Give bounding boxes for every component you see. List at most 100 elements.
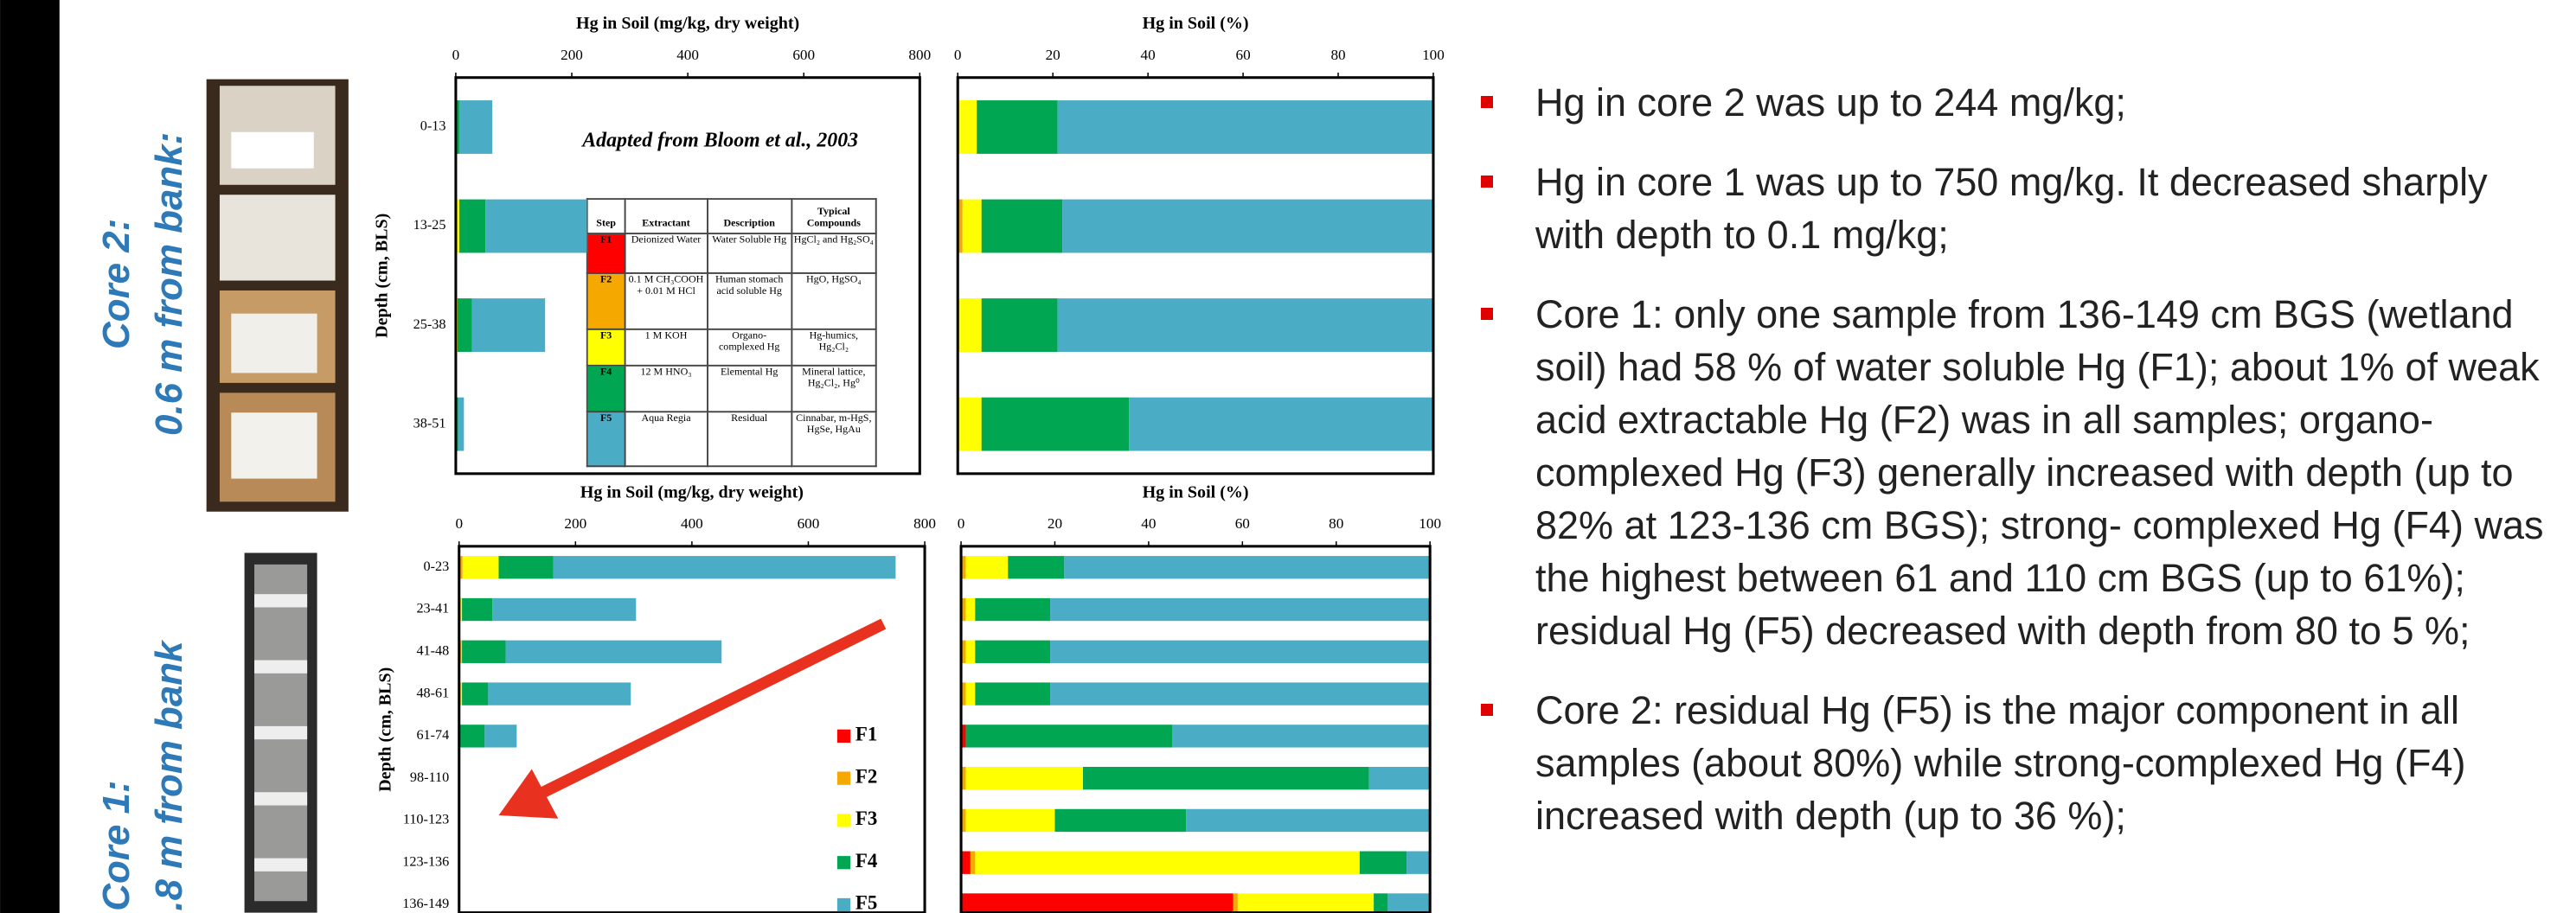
legend-label: F4 bbox=[855, 850, 878, 872]
bar-segment bbox=[506, 641, 722, 663]
bar-segment bbox=[459, 100, 492, 154]
table-row: F412 M HNO₃Elemental HgMineral lattice, … bbox=[587, 366, 876, 412]
chart-title: Hg in Soil (mg/kg, dry weight) bbox=[580, 482, 804, 501]
legend-swatch bbox=[837, 898, 850, 911]
bar-segment bbox=[961, 852, 971, 874]
bar-segment bbox=[1058, 298, 1433, 352]
x-tick-label: 0 bbox=[954, 47, 962, 63]
bar-segment bbox=[965, 725, 1172, 747]
x-tick-label: 80 bbox=[1330, 47, 1345, 63]
table-cell: Residual bbox=[707, 412, 791, 466]
bullet-list: Hg in core 2 was up to 244 mg/kg; Hg in c… bbox=[1481, 76, 2554, 869]
category-label: 41-48 bbox=[416, 643, 449, 659]
bar-segment bbox=[472, 298, 545, 352]
category-label: 0-13 bbox=[420, 118, 446, 134]
table-row: F31 M KOHOrgano-complexed HgHg-humics, H… bbox=[587, 329, 876, 366]
category-label: 123-136 bbox=[402, 853, 449, 869]
bar-segment bbox=[1407, 852, 1430, 874]
bar-segment bbox=[1064, 556, 1430, 578]
bar-segment bbox=[982, 398, 1129, 451]
legend-swatch bbox=[837, 730, 850, 743]
table-cell: Hg-humics, Hg₂Cl₂ bbox=[791, 329, 876, 366]
x-tick-label: 100 bbox=[1419, 515, 1441, 532]
bullet: Hg in core 1 was up to 750 mg/kg. It dec… bbox=[1481, 156, 2554, 261]
bar-segment bbox=[498, 556, 553, 578]
bar-segment bbox=[975, 641, 1050, 663]
bar-segment bbox=[965, 767, 1083, 789]
bullet: Hg in core 2 was up to 244 mg/kg; bbox=[1481, 76, 2554, 129]
x-tick-label: 0 bbox=[452, 47, 460, 63]
bar-segment bbox=[971, 852, 975, 874]
bar-segment bbox=[1054, 809, 1186, 832]
bar-segment bbox=[459, 200, 485, 253]
table-cell: 12 M HNO₃ bbox=[625, 366, 708, 412]
bar-segment bbox=[963, 200, 982, 253]
bar-segment bbox=[975, 682, 1050, 705]
legend-label: F3 bbox=[855, 808, 877, 829]
bar-segment bbox=[457, 100, 459, 154]
x-tick-label: 0 bbox=[455, 515, 463, 532]
category-label: 25-38 bbox=[413, 316, 446, 332]
bar-segment bbox=[1374, 893, 1387, 912]
table-cell: F5 bbox=[587, 412, 625, 466]
bar-segment bbox=[554, 556, 896, 578]
category-label: 136-149 bbox=[402, 896, 449, 911]
table-cell: Cinnabar, m-HgS, HgSe, HgAu bbox=[791, 412, 876, 466]
bar-segment bbox=[492, 598, 636, 621]
side-label: Core 2: bbox=[95, 219, 138, 349]
bar-segment bbox=[462, 641, 505, 663]
bar-segment bbox=[1129, 398, 1433, 451]
category-label: 13-25 bbox=[413, 217, 446, 233]
x-tick-label: 800 bbox=[908, 47, 931, 63]
x-tick-label: 0 bbox=[958, 515, 965, 532]
legend-swatch bbox=[837, 856, 850, 869]
x-tick-label: 200 bbox=[561, 47, 583, 63]
category-label: 0-23 bbox=[424, 559, 450, 574]
bar-segment bbox=[958, 298, 981, 352]
table-cell: Mineral lattice, Hg₂Cl₂, Hg⁰ bbox=[791, 366, 876, 412]
side-bar bbox=[0, 0, 60, 913]
x-tick-label: 40 bbox=[1141, 515, 1156, 532]
x-tick-label: 100 bbox=[1422, 47, 1445, 63]
annotation: Adapted from Bloom et al., 2003 bbox=[580, 130, 858, 152]
bar-segment bbox=[485, 200, 586, 253]
legend-swatch bbox=[837, 772, 850, 785]
bar-segment bbox=[965, 598, 975, 621]
bullet: Core 1: only one sample from 136-149 cm … bbox=[1481, 288, 2554, 657]
legend-label: F1 bbox=[855, 724, 877, 745]
bar-segment bbox=[977, 100, 1057, 154]
x-tick-label: 400 bbox=[681, 515, 703, 532]
bar-segment bbox=[1369, 767, 1430, 789]
side-label: Core 1: bbox=[95, 780, 138, 910]
category-label: 98-110 bbox=[410, 769, 449, 785]
category-label: 48-61 bbox=[416, 685, 449, 700]
bar-segment bbox=[958, 398, 981, 451]
bar-segment bbox=[1050, 598, 1430, 621]
x-tick-label: 400 bbox=[676, 47, 699, 63]
y-axis-label: Depth (cm, BLS) bbox=[373, 214, 392, 338]
bar-segment bbox=[1186, 809, 1430, 832]
bar-segment bbox=[1050, 641, 1430, 663]
table-header-cell: Step bbox=[587, 199, 625, 233]
extraction-table: StepExtractantDescriptionTypical Compoun… bbox=[586, 198, 877, 467]
table-cell: F2 bbox=[587, 273, 625, 329]
chart-title: Hg in Soil (%) bbox=[1143, 14, 1249, 33]
x-tick-label: 20 bbox=[1048, 515, 1062, 532]
table-cell: Human stomach acid soluble Hg bbox=[707, 273, 791, 329]
bar-segment bbox=[1387, 893, 1430, 912]
bar-segment bbox=[965, 682, 975, 705]
y-axis-label: Depth (cm, BLS) bbox=[375, 667, 394, 792]
bar-segment bbox=[958, 100, 977, 154]
bar-segment bbox=[975, 598, 1050, 621]
bar-segment bbox=[1062, 200, 1433, 253]
table-row: F5Aqua RegiaResidualCinnabar, m-HgS, HgS… bbox=[587, 412, 876, 466]
table-cell: Deionized Water bbox=[625, 233, 708, 273]
x-tick-label: 80 bbox=[1329, 515, 1343, 532]
bar-segment bbox=[462, 682, 488, 705]
table-cell: 1 M KOH bbox=[625, 329, 708, 366]
x-tick-label: 60 bbox=[1235, 47, 1250, 63]
table-cell: Elemental Hg bbox=[707, 366, 791, 412]
bar-segment bbox=[461, 682, 462, 705]
